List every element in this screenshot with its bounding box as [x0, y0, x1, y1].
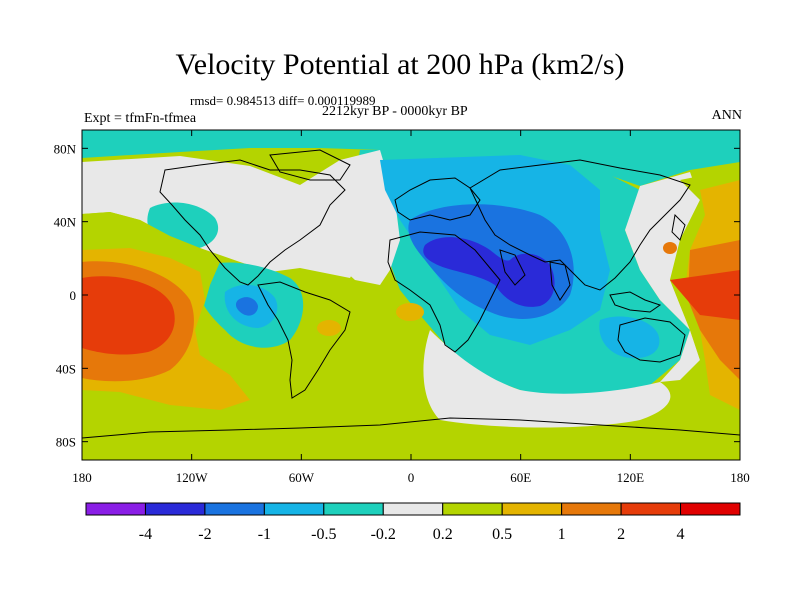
contour-southern-white [423, 330, 671, 428]
colorbar-label: 0.2 [433, 526, 453, 543]
colorbar-label: -4 [139, 526, 152, 543]
colorbar: -4 -2 -1 -0.5 -0.2 0.2 0.5 1 2 4 [85, 502, 741, 543]
colorbar-label: -0.2 [371, 526, 396, 543]
coast-asia [469, 159, 691, 291]
colorbar-label: -2 [198, 526, 211, 543]
colorbar-swatch [382, 502, 444, 516]
colorbar-swatch [442, 502, 503, 516]
contour-namerica-white [82, 156, 360, 278]
coast-australia [617, 317, 686, 363]
y-tick-label: 40S [56, 361, 76, 376]
x-tick-label: 0 [408, 470, 415, 485]
y-tick-label: 80N [54, 141, 77, 156]
contour-wpacific-red [670, 270, 740, 320]
x-tick-label: 120E [617, 470, 645, 485]
coastlines [82, 149, 740, 439]
experiment-label: Expt = tfmFn-tfmea [84, 111, 197, 126]
map-title: Velocity Potential at 200 hPa (km2/s) [175, 48, 625, 81]
y-tick-label: 0 [70, 288, 77, 303]
contour-easia-white [625, 172, 700, 382]
period-label: 2212kyr BP - 0000kyr BP [322, 104, 468, 119]
colorbar-swatch [620, 502, 682, 516]
contour-central-darkblue [423, 237, 555, 307]
colorbar-swatch [263, 502, 325, 516]
coast-south-america [257, 281, 351, 399]
x-tick-label: 180 [730, 470, 750, 485]
contour-atlantic-white [300, 150, 400, 285]
coast-north-america [159, 159, 346, 286]
colorbar-label: 1 [558, 526, 566, 543]
stats-text: rmsd= 0.984513 diff= 0.000119989 [190, 93, 376, 108]
x-tick-label: 60E [510, 470, 531, 485]
coast-africa [387, 231, 501, 353]
coast-greenland [269, 149, 351, 181]
contour-field [82, 130, 740, 460]
contour-australia-lightblue [599, 316, 660, 359]
x-tick-label: 60W [289, 470, 315, 485]
contour-camerica-blue [235, 297, 258, 316]
colorbar-swatch [85, 502, 146, 516]
colorbar-swatch [561, 502, 622, 516]
contour-spot-samerica [317, 320, 341, 336]
coast-antarctica [82, 417, 740, 439]
contour-spot-atlantic [396, 303, 424, 321]
colorbar-swatch [144, 502, 206, 516]
contour-epacific-red [82, 276, 175, 355]
x-axis: 180 120W 60W 0 60E 120E 180 [72, 130, 750, 485]
colorbar-swatch [680, 502, 741, 516]
coast-indonesia [609, 291, 662, 313]
y-tick-label: 40N [54, 215, 77, 230]
x-tick-label: 180 [72, 470, 92, 485]
y-tick-label: 80S [56, 435, 76, 450]
colorbar-label: 2 [617, 526, 625, 543]
contour-north-cyan [82, 130, 740, 186]
colorbar-label: -1 [258, 526, 271, 543]
coast-india [549, 261, 571, 301]
colorbar-label: 0.5 [492, 526, 512, 543]
coast-arabia [499, 249, 526, 286]
colorbar-swatch [323, 502, 384, 516]
colorbar-swatch [204, 502, 265, 516]
colorbar-label: -0.5 [311, 526, 336, 543]
coast-europe [394, 177, 481, 221]
colorbar-label: 4 [677, 526, 685, 543]
x-tick-label: 120W [176, 470, 209, 485]
coast-japan [671, 213, 686, 241]
season-label: ANN [711, 108, 742, 123]
colorbar-swatch [501, 502, 563, 516]
contour-spot-pacific [663, 242, 677, 254]
y-axis: 80N 40N 0 40S 80S [54, 141, 740, 450]
